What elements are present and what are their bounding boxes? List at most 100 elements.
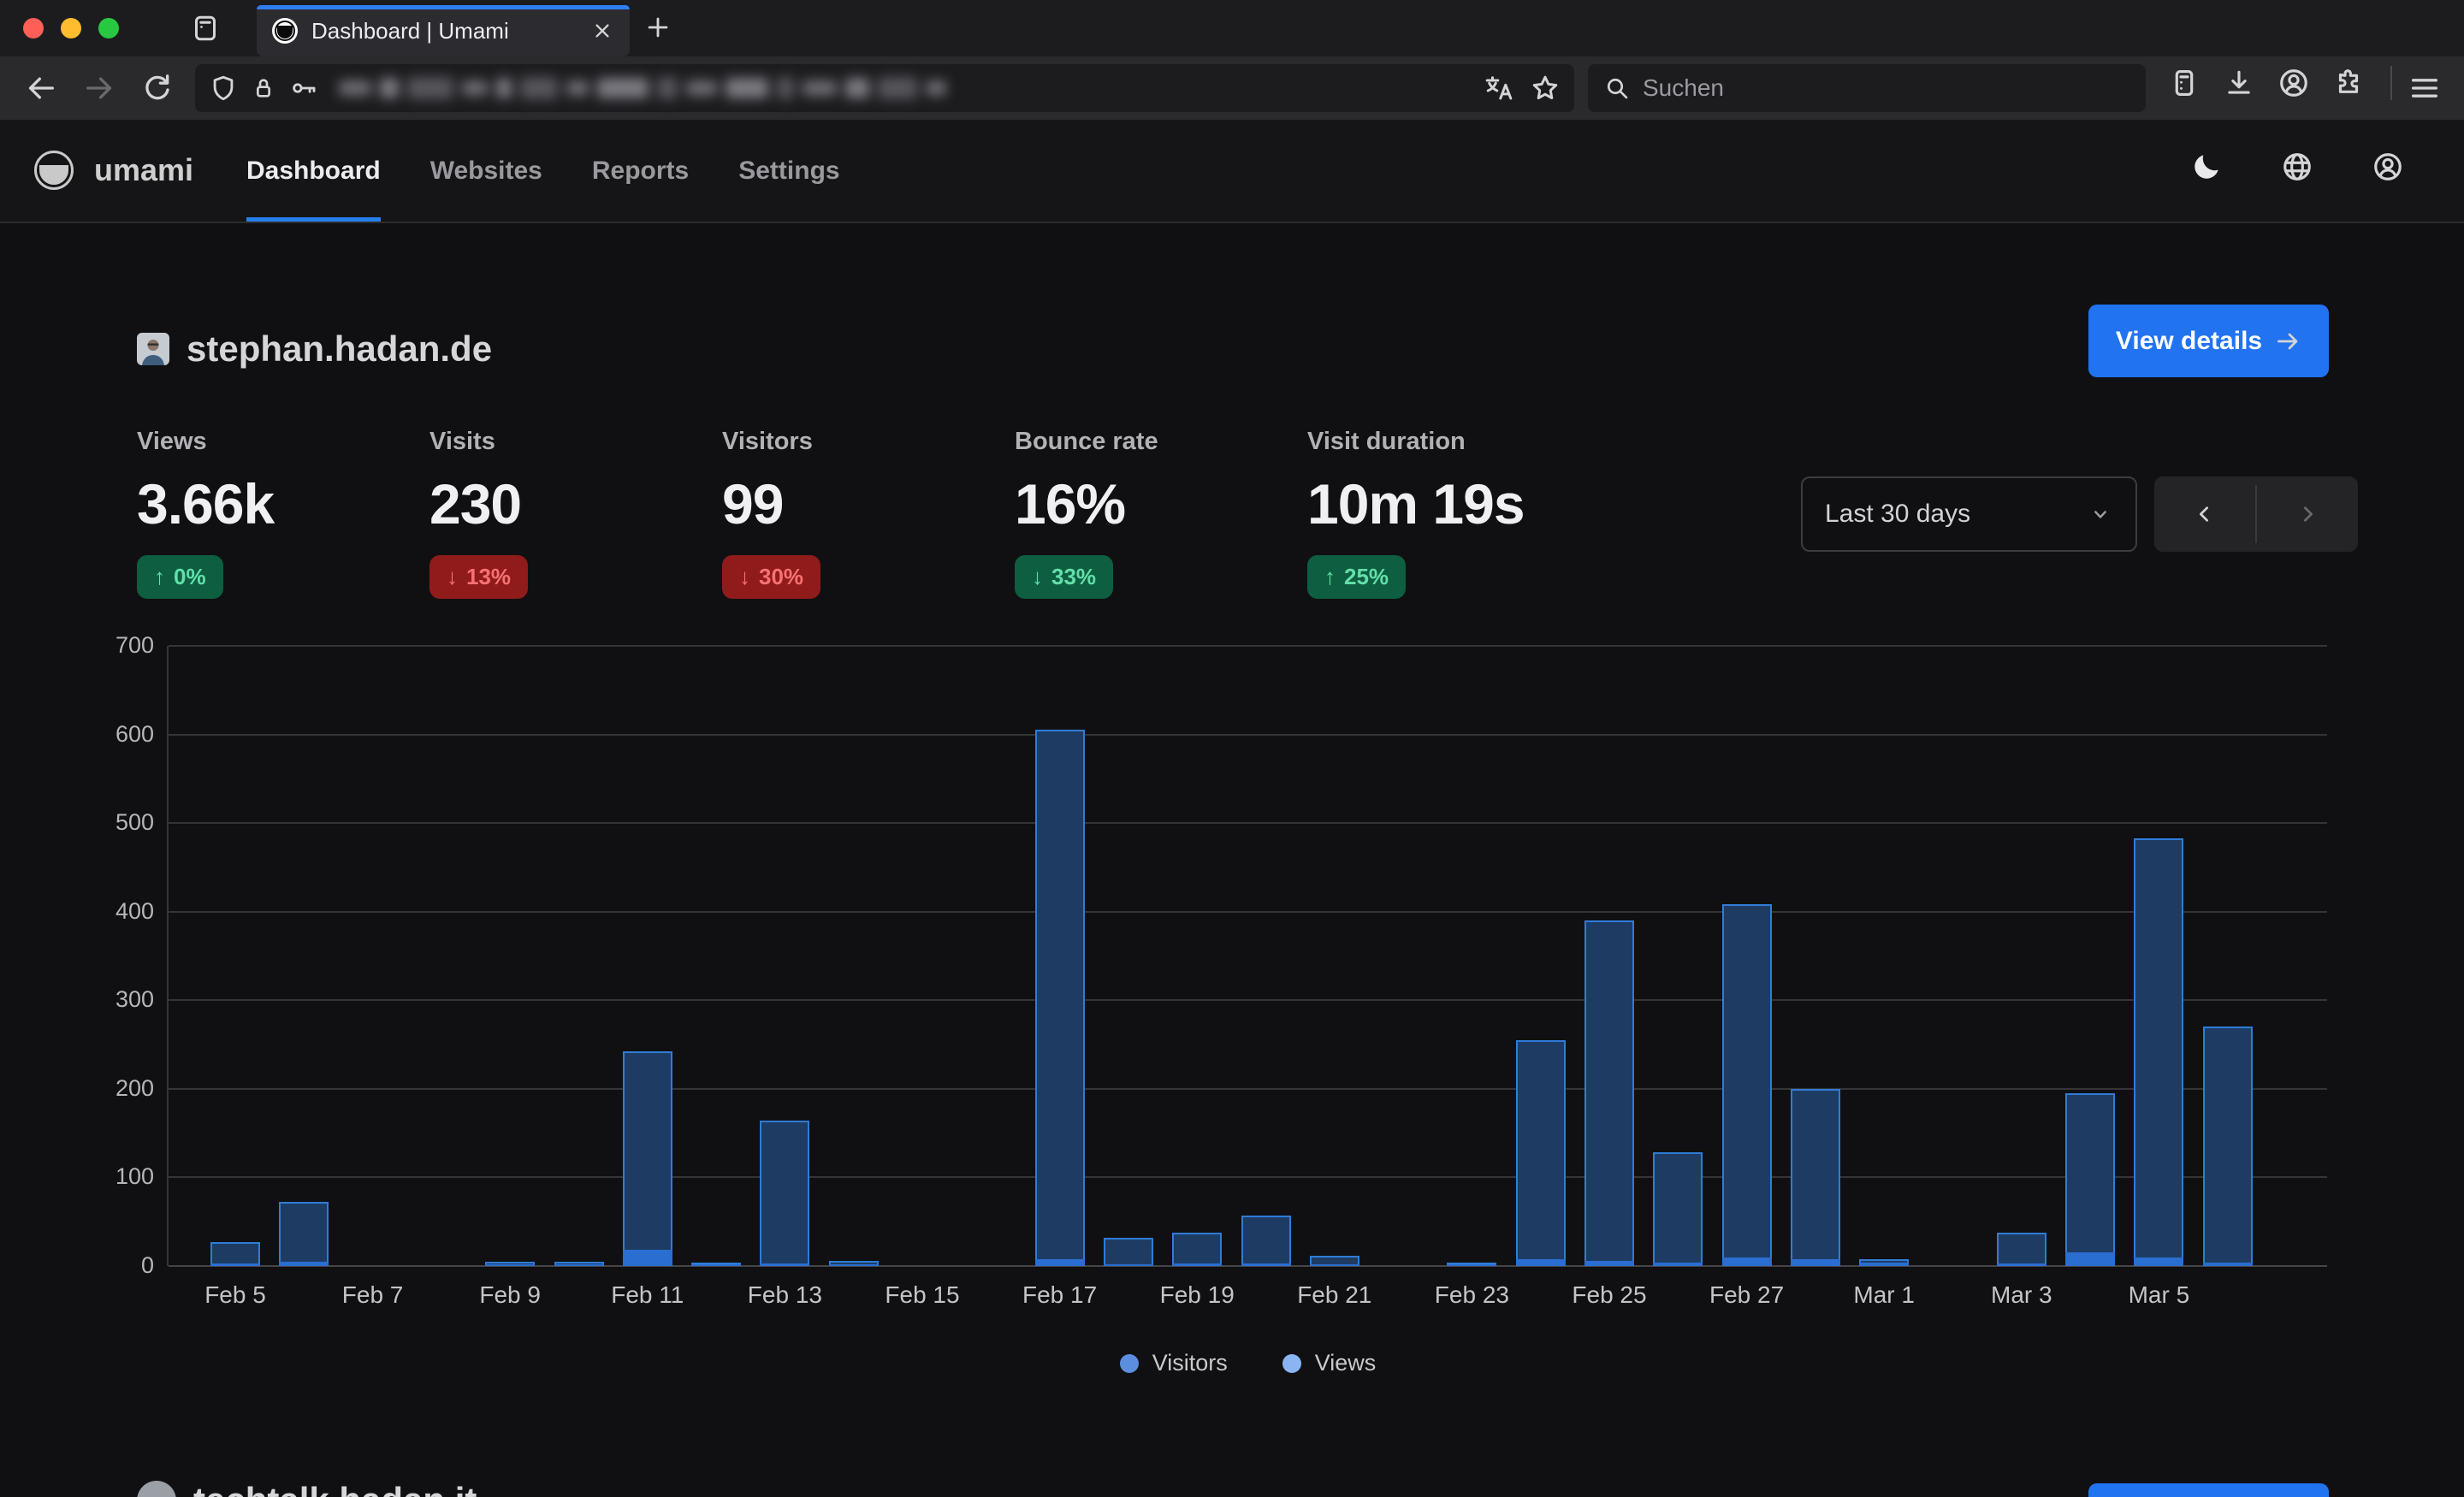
lock-icon[interactable] (250, 74, 277, 102)
view-details-button-2[interactable]: View details (2088, 1483, 2329, 1497)
prev-period-button[interactable] (2154, 476, 2255, 552)
back-icon[interactable] (24, 71, 58, 105)
website2-title[interactable]: techtalk.hadan.it (193, 1480, 477, 1497)
metric-label: Views (137, 428, 207, 455)
y-tick-label: 300 (115, 986, 154, 1013)
close-tab-icon[interactable] (590, 19, 614, 43)
search-input[interactable] (1641, 74, 2130, 103)
gridline-100 (169, 1176, 2327, 1179)
download-icon[interactable] (2223, 67, 2255, 99)
x-tick-label: Mar 1 (1853, 1281, 1915, 1308)
nav-item-websites[interactable]: Websites (429, 156, 542, 185)
firefox-view-icon[interactable] (190, 13, 221, 44)
bar-views-feb-11 (622, 1051, 672, 1266)
metric-views: Views 3.66k ↑ 0% (137, 428, 429, 599)
account-icon[interactable] (2277, 67, 2310, 99)
x-tick-label: Feb 17 (1022, 1281, 1098, 1308)
reload-icon[interactable] (140, 71, 175, 105)
website-title[interactable]: stephan.hadan.de (187, 328, 493, 369)
address-bar[interactable] (195, 64, 1574, 112)
bar-views-feb-5 (210, 1242, 260, 1266)
arrow-down-icon: ↓ (1032, 564, 1043, 589)
metric-change-badge: ↓ 13% (429, 555, 529, 599)
gridline-700 (169, 645, 2327, 647)
nav-item-dashboard[interactable]: Dashboard (246, 120, 381, 222)
bar-views-feb-19 (1172, 1232, 1223, 1266)
chart-legend: Visitors Views (169, 1350, 2327, 1376)
metric-change-value: 25% (1344, 564, 1389, 589)
theme-toggle-moon-icon[interactable] (2190, 151, 2223, 183)
zoom-window-button[interactable] (98, 18, 119, 38)
metric-change-badge: ↓ 30% (722, 555, 821, 599)
search-bar[interactable] (1588, 64, 2146, 112)
bar-views-mar-6 (2202, 1027, 2253, 1266)
bar-views-feb-6 (279, 1202, 329, 1266)
metric-change-badge: ↓ 33% (1015, 555, 1114, 599)
x-tick-label: Feb 19 (1159, 1281, 1235, 1308)
y-axis-line (167, 646, 169, 1266)
metric-value: 16% (1015, 472, 1126, 535)
window-controls (23, 18, 119, 38)
bar-views-mar-3 (1996, 1232, 2046, 1266)
chevron-left-icon (2200, 506, 2208, 522)
date-range-select[interactable]: Last 30 days (1801, 476, 2137, 552)
menu-icon[interactable] (2408, 71, 2442, 105)
x-tick-label: Feb 15 (885, 1281, 960, 1308)
bar-visitors-feb-28 (1790, 1258, 1840, 1266)
forward-icon[interactable] (82, 71, 116, 105)
browser-tab[interactable]: Dashboard | Umami (257, 5, 630, 56)
profile-icon[interactable] (2372, 151, 2404, 183)
x-tick-label: Feb 7 (341, 1281, 404, 1308)
metric-value: 3.66k (137, 472, 275, 535)
sidebar-icon[interactable] (2168, 67, 2200, 99)
arrow-down-icon: ↓ (739, 564, 750, 589)
y-tick-label: 600 (115, 720, 154, 747)
nav-item-reports[interactable]: Reports (591, 156, 690, 185)
pager-divider (2255, 485, 2257, 543)
bookmark-star-icon[interactable] (1530, 73, 1561, 104)
metric-label: Bounce rate (1015, 428, 1158, 455)
legend-item-visitors[interactable]: Visitors (1119, 1350, 1228, 1376)
arrow-up-icon: ↑ (1324, 564, 1336, 589)
umami-logo[interactable]: umami (34, 151, 193, 190)
close-window-button[interactable] (23, 18, 44, 38)
new-tab-button[interactable] (643, 13, 672, 42)
extensions-icon[interactable] (2332, 67, 2365, 99)
x-tick-label: Feb 25 (1572, 1281, 1647, 1308)
metric-label: Visitors (722, 428, 813, 455)
y-tick-label: 200 (115, 1074, 154, 1101)
shield-icon[interactable] (209, 74, 238, 103)
date-pager (2154, 476, 2358, 552)
bar-views-feb-25 (1584, 920, 1634, 1266)
bar-visitors-feb-20 (1241, 1263, 1291, 1266)
bar-visitors-feb-11 (622, 1250, 672, 1266)
x-tick-label: Feb 23 (1434, 1281, 1509, 1308)
x-tick-label: Feb 21 (1297, 1281, 1372, 1308)
bar-visitors-mar-4 (2065, 1252, 2116, 1266)
address-text-redacted (339, 71, 963, 105)
main-nav: Dashboard Websites Reports Settings (246, 120, 840, 222)
language-globe-icon[interactable] (2281, 151, 2313, 183)
translate-icon[interactable] (1484, 73, 1514, 104)
view-details-button[interactable]: View details (2088, 305, 2329, 377)
bar-visitors-feb-9 (485, 1263, 536, 1266)
tab-bar: Dashboard | Umami (0, 0, 2464, 56)
nav-item-settings[interactable]: Settings (738, 156, 840, 185)
metric-value: 99 (722, 472, 784, 535)
arrow-right-icon (2277, 333, 2298, 349)
navigation-toolbar (0, 56, 2464, 120)
bar-views-feb-24 (1515, 1039, 1566, 1266)
bar-visitors-feb-17 (1034, 1258, 1085, 1266)
umami-logo-icon (34, 151, 74, 190)
key-icon[interactable] (289, 74, 318, 103)
bar-views-feb-13 (760, 1121, 810, 1266)
metric-change-value: 30% (759, 564, 804, 589)
minimize-window-button[interactable] (61, 18, 81, 38)
bar-visitors-feb-24 (1515, 1258, 1566, 1266)
legend-item-views[interactable]: Views (1282, 1350, 1376, 1376)
gridline-300 (169, 999, 2327, 1002)
x-tick-label: Feb 11 (611, 1281, 684, 1308)
x-tick-label: Mar 3 (1991, 1281, 2052, 1308)
x-tick-label: Feb 5 (204, 1281, 266, 1308)
y-tick-label: 400 (115, 897, 154, 924)
